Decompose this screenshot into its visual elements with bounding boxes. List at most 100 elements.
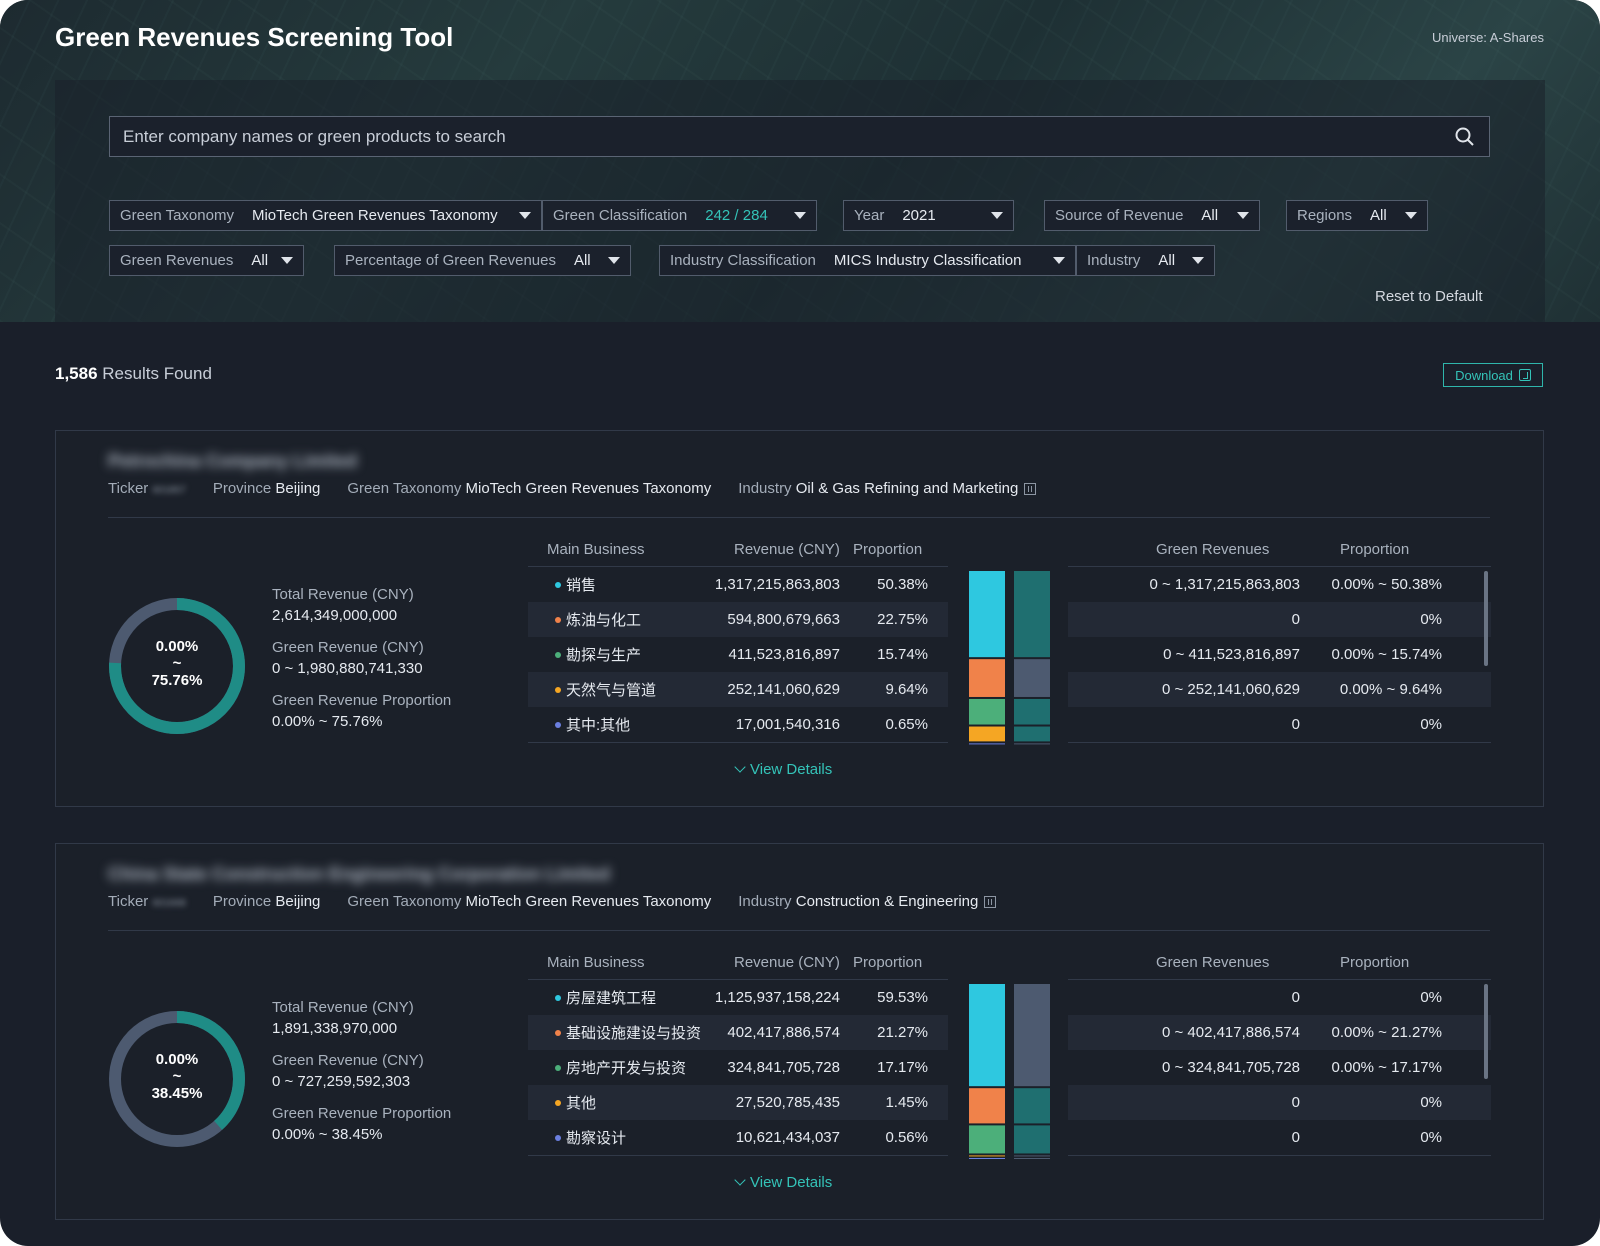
filter-industry[interactable]: Industry All: [1076, 245, 1215, 276]
table-header-line: [1068, 979, 1491, 980]
proportion-cell: 59.53%: [877, 989, 928, 1006]
business-cell: 基础设施建设与投资: [555, 1022, 701, 1043]
filter-regions[interactable]: Regions All: [1286, 200, 1428, 231]
table-footer-line: [1068, 742, 1491, 743]
revenue-cell: 594,800,679,663: [727, 611, 840, 628]
chevron-down-icon: [281, 257, 293, 264]
green-proportion-label: Green Revenue Proportion: [272, 692, 452, 709]
proportion-cell: 1.45%: [885, 1094, 928, 1111]
search-bar[interactable]: [109, 116, 1490, 157]
proportion-cell: 22.75%: [877, 611, 928, 628]
chevron-down-icon: [1192, 257, 1204, 264]
proportion-cell: 9.64%: [885, 681, 928, 698]
table-row: 勘探与生产 411,523,816,897 15.74%: [528, 637, 948, 672]
table-scrollbar[interactable]: [1484, 984, 1488, 1079]
green-revenue-label: Green Revenue (CNY): [272, 639, 424, 656]
search-icon[interactable]: [1454, 126, 1476, 148]
total-revenue-value: 1,891,338,970,000: [272, 1020, 398, 1037]
table-header-line: [528, 979, 948, 980]
table-row: 其中:其他 17,001,540,316 0.65%: [528, 707, 948, 742]
green-bar-segment: [1014, 1125, 1050, 1154]
header-proportion: Proportion: [853, 954, 923, 971]
header-green-revenues: Green Revenues: [1156, 954, 1270, 971]
taxonomy-value: MioTech Green Revenues Taxonomy: [465, 480, 712, 497]
donut-high: 75.76%: [151, 672, 203, 689]
revenue-cell: 411,523,816,897: [728, 646, 841, 663]
revenue-cell: 10,621,434,037: [735, 1129, 840, 1146]
revenue-stats: Total Revenue (CNY) 1,891,338,970,000 Gr…: [272, 999, 451, 1158]
table-row: 销售 1,317,215,863,803 50.38%: [528, 567, 948, 602]
province-field: Province Beijing: [213, 893, 321, 910]
filter-green-classification[interactable]: Green Classification 242 / 284: [542, 200, 817, 231]
header-green-proportion: Proportion: [1340, 954, 1410, 971]
table-row: 0 ~ 402,417,886,574 0.00% ~ 21.27%: [1068, 1015, 1491, 1050]
business-name: 房地产开发与投资: [566, 1060, 687, 1077]
divider: [108, 517, 1490, 518]
filter-value: All: [1158, 252, 1176, 269]
green-proportion-donut: [109, 598, 245, 734]
legend-dot: [555, 581, 561, 588]
green-revenue-label: Green Revenue (CNY): [272, 1052, 424, 1069]
filter-green-taxonomy[interactable]: Green Taxonomy MioTech Green Revenues Ta…: [109, 200, 542, 231]
download-button[interactable]: Download: [1443, 363, 1543, 387]
company-card: China State Construction Engineering Cor…: [55, 843, 1544, 1220]
table-row: 房屋建筑工程 1,125,937,158,224 59.53%: [528, 980, 948, 1015]
chevron-down-icon: [734, 1174, 746, 1186]
green-bar-segment: [1014, 659, 1050, 697]
filter-value: MioTech Green Revenues Taxonomy: [251, 207, 498, 224]
info-icon[interactable]: [1024, 483, 1037, 495]
filter-green-revenues[interactable]: Green Revenues All: [109, 245, 304, 276]
reset-to-default-link[interactable]: Reset to Default: [1375, 288, 1483, 305]
revenue-cell: 402,417,886,574: [727, 1024, 840, 1041]
table-row: 0 0%: [1068, 980, 1491, 1015]
table-row: 炼油与化工 594,800,679,663 22.75%: [528, 602, 948, 637]
business-name: 基础设施建设与投资: [566, 1025, 702, 1042]
green-proportion-cell: 0%: [1420, 1129, 1442, 1146]
chevron-down-icon: [608, 257, 620, 264]
view-details-link[interactable]: View Details: [734, 1174, 832, 1191]
industry-label: Industry: [738, 480, 792, 497]
table-footer-line: [528, 1155, 948, 1156]
revenue-bar-segment: [969, 984, 1005, 1087]
legend-dot: [555, 1099, 561, 1106]
business-name: 房屋建筑工程: [566, 990, 657, 1007]
industry-value: Construction & Engineering: [795, 893, 979, 910]
revenue-bar-segment: [969, 1088, 1005, 1124]
green-revenue-cell: 0 ~ 402,417,886,574: [1161, 1024, 1300, 1041]
filter-label: Industry Classification: [670, 252, 816, 269]
total-revenue-value: 2,614,349,000,000: [272, 607, 398, 624]
taxonomy-field: Green Taxonomy MioTech Green Revenues Ta…: [347, 893, 711, 910]
chevron-down-icon: [991, 212, 1003, 219]
app-title: Green Revenues Screening Tool: [55, 22, 454, 52]
info-icon[interactable]: [984, 896, 997, 908]
green-bar-segment: [1014, 1088, 1050, 1124]
table-header-line: [528, 566, 948, 567]
ticker-label: Ticker: [108, 480, 149, 497]
header-green-revenues: Green Revenues: [1156, 541, 1270, 558]
filter-label: Green Classification: [553, 207, 688, 224]
table-scrollbar[interactable]: [1484, 571, 1488, 666]
company-card: Petrochina Company Limited Ticker 601857…: [55, 430, 1544, 807]
filter-industry-classification[interactable]: Industry Classification MICS Industry Cl…: [659, 245, 1076, 276]
donut-sep: ~: [172, 1068, 182, 1085]
search-input[interactable]: [123, 126, 1454, 147]
revenue-stacked-bars: [969, 571, 1050, 745]
company-meta: Ticker 601857 Province Beijing Green Tax…: [108, 480, 1037, 497]
industry-value: Oil & Gas Refining and Marketing: [795, 480, 1019, 497]
ticker-field: Ticker 601668: [108, 893, 186, 910]
filter-year[interactable]: Year 2021: [843, 200, 1014, 231]
revenue-cell: 17,001,540,316: [735, 716, 840, 733]
industry-field: Industry Oil & Gas Refining and Marketin…: [738, 480, 1037, 497]
green-proportion-value: 0.00% ~ 75.76%: [272, 713, 383, 730]
filter-label: Percentage of Green Revenues: [345, 252, 556, 269]
proportion-cell: 17.17%: [877, 1059, 928, 1076]
filter-source-of-revenue[interactable]: Source of Revenue All: [1044, 200, 1260, 231]
donut-low: 0.00%: [155, 638, 199, 655]
filter-label: Green Taxonomy: [120, 207, 234, 224]
view-details-link[interactable]: View Details: [734, 761, 832, 778]
revenue-bar-segment: [969, 1155, 1005, 1157]
filter-value: All: [573, 252, 591, 269]
filter-value: 2021: [902, 207, 936, 224]
donut-high: 38.45%: [151, 1085, 203, 1102]
filter-percentage-green-revenues[interactable]: Percentage of Green Revenues All: [334, 245, 631, 276]
